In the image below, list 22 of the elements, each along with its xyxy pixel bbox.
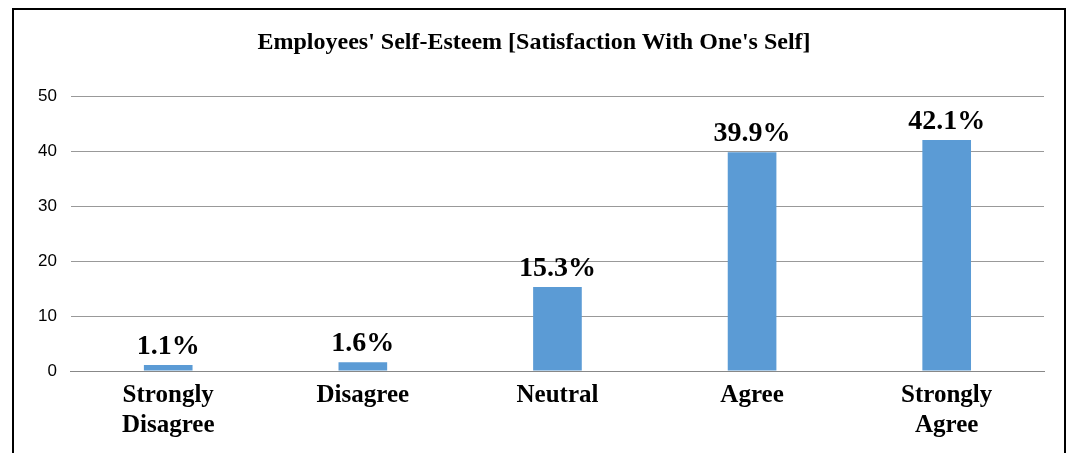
x-tick-label: Agree: [720, 380, 784, 408]
x-tick-label: Disagree: [316, 380, 410, 408]
bar: [143, 364, 193, 371]
data-label: 15.3%: [518, 251, 596, 283]
bar: [533, 287, 582, 371]
bar: [338, 362, 388, 371]
y-tick-label: 0: [47, 360, 57, 380]
y-tick-label: 10: [37, 305, 57, 325]
x-tick-label: Strongly Disagree: [121, 380, 215, 438]
x-tick-label: Neutral: [516, 380, 599, 408]
x-tick-label: Strongly Agree: [901, 380, 993, 438]
y-tick-label: 30: [37, 196, 57, 216]
y-tick-label: 20: [37, 251, 57, 271]
chart-title: Employees' Self-Esteem [Satisfaction With One's Self]: [257, 27, 811, 54]
data-label: 39.9%: [713, 116, 791, 148]
bar: [922, 140, 972, 371]
data-label: 1.1%: [136, 329, 200, 361]
data-label: 1.6%: [331, 326, 395, 358]
data-label: 42.1%: [908, 104, 986, 136]
y-tick-label: 40: [37, 141, 57, 161]
bar: [727, 152, 777, 371]
y-tick-label: 50: [37, 86, 57, 106]
